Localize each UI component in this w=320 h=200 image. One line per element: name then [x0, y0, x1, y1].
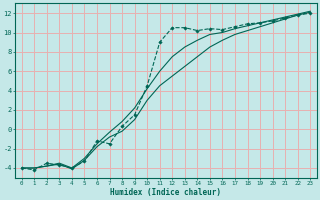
- X-axis label: Humidex (Indice chaleur): Humidex (Indice chaleur): [110, 188, 221, 197]
